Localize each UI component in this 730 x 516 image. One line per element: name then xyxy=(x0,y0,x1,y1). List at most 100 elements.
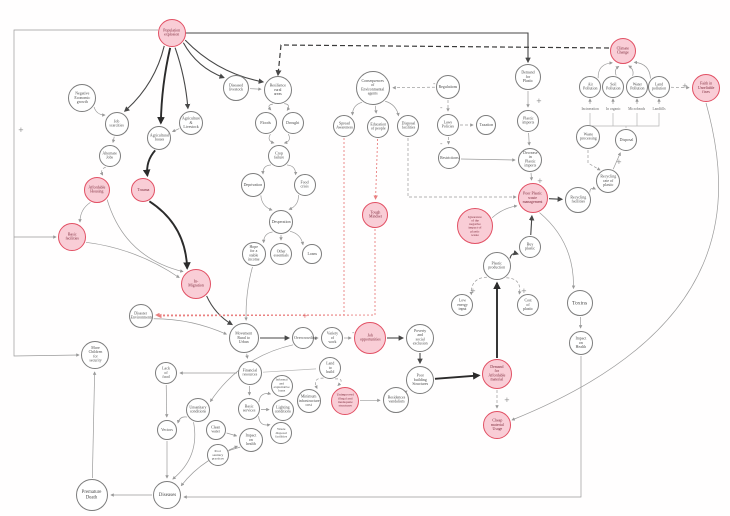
node-depriv[interactable]: Deprivation xyxy=(241,173,265,197)
edge-crop_fail-to-depriv xyxy=(261,164,272,175)
node-recyc_fac[interactable]: Recycling facilities xyxy=(565,187,591,213)
node-crop_fail[interactable]: Crop failure xyxy=(268,145,290,167)
node-prem_death[interactable]: Premature Death xyxy=(76,479,108,511)
node-in_mig[interactable]: In-Migration xyxy=(181,269,211,299)
node-trauma[interactable]: Trauma xyxy=(131,178,155,202)
node-disaster[interactable]: Disaster Environments xyxy=(129,304,153,328)
node-toxins[interactable]: Toxins xyxy=(567,290,593,316)
node-buy_pl[interactable]: Buy plastic xyxy=(519,236,541,258)
node-spread[interactable]: Spread Awareness xyxy=(333,115,355,137)
node-soil_pol[interactable]: Soil Pollution xyxy=(602,76,624,98)
node-basic_serv[interactable]: Basic services xyxy=(238,398,260,420)
node-poor_build[interactable]: Poor building Structures xyxy=(406,366,434,394)
node-drought[interactable]: Drought xyxy=(282,112,304,134)
node-afford[interactable]: Affordable Housing xyxy=(84,177,110,203)
node-climate[interactable]: Climate Change xyxy=(610,38,636,64)
node-unsanitary[interactable]: Unsanitary conditions xyxy=(186,398,210,422)
node-demand_mat[interactable]: Demand for Affordable material xyxy=(482,359,512,389)
edge-dec_imports-to-poor_pl xyxy=(529,172,534,181)
node-demand_pl[interactable]: Demand for Plastic xyxy=(515,64,541,90)
node-impact_l[interactable]: Impact on health xyxy=(239,428,263,452)
node-min_infra[interactable]: Minimum infrastructure cost xyxy=(297,389,321,413)
node-tough[interactable]: Tough Mindset xyxy=(362,202,388,228)
node-food_crisis[interactable]: Food crisis xyxy=(294,174,316,196)
edge-floods-to-crop_fail xyxy=(268,133,275,144)
polarity-sign: + xyxy=(504,396,510,404)
label-incin: Incineration xyxy=(581,107,599,111)
node-job_opp[interactable]: Job opportunities xyxy=(354,322,386,354)
node-waste_fac[interactable]: Waste disposal facilities xyxy=(270,422,292,444)
node-clean_water[interactable]: Clean water xyxy=(206,420,226,440)
node-agri_live[interactable]: Agriculture & Livestock xyxy=(179,111,203,135)
edge-resilience-to-floods xyxy=(267,103,273,111)
node-neg_econ[interactable]: Negative Economic growth xyxy=(68,84,96,112)
node-agri_iss[interactable]: Agricultural Issues xyxy=(147,126,171,150)
edge-route-38 xyxy=(183,356,582,499)
node-inf_loans[interactable]: Informal and exploitative loans xyxy=(271,375,293,397)
node-pl_prod[interactable]: Plastic production xyxy=(483,252,511,280)
node-lack_food[interactable]: Lack of food xyxy=(155,362,177,384)
edge-unsanitary-to-diseases xyxy=(172,422,196,480)
edge-basic_fac-to-in_mig xyxy=(85,241,180,279)
edge-pop-to-dis_live xyxy=(182,42,225,79)
node-cost_pl[interactable]: Cost of plastic xyxy=(517,294,539,316)
node-faith[interactable]: Faith in Unreliable fixes xyxy=(692,74,720,102)
node-residences[interactable]: Residences vandalism xyxy=(383,387,409,413)
node-hope[interactable]: Hope for a stable income xyxy=(242,242,266,266)
node-resilience[interactable]: Resilience rural areas xyxy=(264,76,292,104)
node-laws[interactable]: Laws Policies xyxy=(437,114,459,136)
node-diseases[interactable]: Diseases xyxy=(153,481,181,509)
polarity-sign: - xyxy=(433,80,436,88)
node-education[interactable]: Education of people xyxy=(367,116,389,138)
node-taxation[interactable]: Taxation xyxy=(476,115,496,135)
node-recyc_rate[interactable]: Recycling rate of plastic xyxy=(596,169,620,193)
node-sanitation[interactable]: Poor sanitary practices xyxy=(207,444,229,466)
edge-resilience-to-drought xyxy=(284,103,291,111)
node-dis_live[interactable]: Diseased livestock xyxy=(223,75,249,101)
node-overcrowd[interactable]: Overcrowding xyxy=(292,327,317,349)
node-land_build[interactable]: Land to build xyxy=(319,357,341,379)
node-poor_pl[interactable]: Poor Plastic waste management xyxy=(518,183,548,213)
node-water_pol[interactable]: Water Pollution xyxy=(626,76,648,98)
node-movement[interactable]: Movement Rural to Urban xyxy=(229,323,259,353)
node-low_energy[interactable]: Low energy input xyxy=(451,294,473,316)
node-consequences[interactable]: Consequences of Environmental agents xyxy=(356,71,390,105)
edge-route-53 xyxy=(407,138,517,199)
node-pop[interactable]: Population explosion xyxy=(158,19,186,47)
node-disposal[interactable]: Disposal xyxy=(615,129,637,151)
node-dec_imports[interactable]: Decrease in Plastic imports xyxy=(518,148,542,172)
edge-pop-to-agri_live xyxy=(174,47,191,110)
node-other_ess[interactable]: Other essentials xyxy=(270,243,292,265)
node-fin_res[interactable]: Financial resources xyxy=(238,361,262,385)
node-disp_fac[interactable]: Disposal facilities xyxy=(397,115,419,137)
node-ignorance[interactable]: Ignorance of the negative impact of plas… xyxy=(457,208,493,244)
edge-pl_prod-to-cost_pl xyxy=(506,277,522,295)
node-job_scar[interactable]: Job scarcities xyxy=(105,112,129,136)
node-variety[interactable]: Variety of work xyxy=(321,327,343,349)
node-more_child[interactable]: More Children for security xyxy=(81,341,109,369)
edge-education-to-tough xyxy=(373,138,379,200)
node-lighting[interactable]: Lighting conditions xyxy=(272,399,294,421)
node-alt_jobs[interactable]: Alternate Jobs xyxy=(99,145,121,167)
node-loans[interactable]: Loans xyxy=(302,244,322,264)
edge-afford-to-in_mig xyxy=(106,199,184,273)
node-cheap_mat[interactable]: Cheap material Usage xyxy=(483,411,511,439)
edge-route-35 xyxy=(587,150,601,171)
node-basic_fac[interactable]: Basic facilities xyxy=(58,223,86,251)
node-unimproved[interactable]: Unimproved illegal and inadequate struct… xyxy=(331,387,359,415)
node-air_pol[interactable]: Air Pollution xyxy=(579,76,601,98)
node-regulations[interactable]: Regulations xyxy=(436,75,460,99)
node-restrictions[interactable]: Restrictions xyxy=(438,147,460,169)
node-desperation[interactable]: Desperation xyxy=(269,210,293,234)
node-vectors[interactable]: Vectors xyxy=(157,420,177,440)
edge-pl_imports-to-dec_imports xyxy=(527,132,531,146)
edge-ignorance-to-poor_pl xyxy=(491,204,518,218)
node-land_pol[interactable]: Land pollution xyxy=(648,76,670,98)
node-impact_r[interactable]: Impact on Health xyxy=(569,331,593,355)
edge-pop-to-job_scar xyxy=(123,45,165,112)
edge-movement-to-fin_res xyxy=(245,353,249,359)
node-waste_proc[interactable]: Waste processing xyxy=(576,125,600,149)
node-floods[interactable]: Floods xyxy=(255,112,277,134)
node-poverty[interactable]: Poverty and social exclusion xyxy=(406,324,434,352)
node-pl_imports[interactable]: Plastic imports xyxy=(517,110,539,132)
